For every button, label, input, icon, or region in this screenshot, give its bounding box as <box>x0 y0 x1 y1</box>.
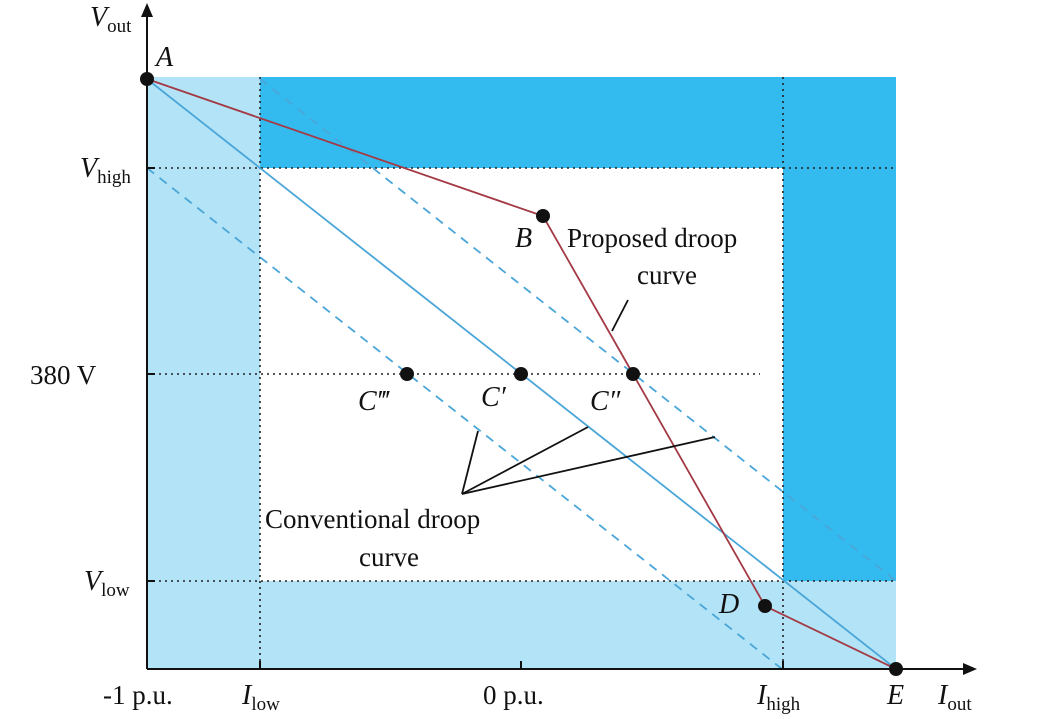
point-c-double-prime-label: C″ <box>590 386 621 417</box>
point-c-prime-label: C′ <box>481 382 507 413</box>
high-voltage-region <box>260 77 896 168</box>
axis-ticks <box>147 167 784 669</box>
curve-points <box>140 72 903 676</box>
x-axis-arrow <box>963 663 977 675</box>
conventional-pointer-1 <box>461 430 479 495</box>
annotation-pointers <box>461 299 716 495</box>
conventional-curve-left-dashed <box>146 167 783 670</box>
axes <box>146 12 968 670</box>
proposed-pointer <box>611 299 629 332</box>
proposed-annotation-line1: Proposed droop <box>567 223 737 253</box>
point-c-triple-prime <box>400 367 414 381</box>
conventional-annotation-line1: Conventional droop <box>265 504 480 534</box>
conventional-pointer-3 <box>461 436 716 495</box>
conventional-annotation-line2: curve <box>359 542 419 572</box>
point-c-prime <box>514 367 528 381</box>
minus-one-pu-label: -1 p.u. <box>103 680 173 710</box>
proposed-annotation-line2: curve <box>637 260 697 290</box>
low-current-region <box>147 77 260 669</box>
i-high-label: Ihigh <box>756 680 801 715</box>
conventional-curve-right-dashed <box>259 78 897 582</box>
point-c-double-prime <box>626 367 640 381</box>
high-current-region <box>783 168 896 581</box>
reference-lines <box>147 77 896 669</box>
point-b <box>536 209 550 223</box>
point-e <box>889 662 903 676</box>
zero-pu-label: 0 p.u. <box>483 680 544 710</box>
point-d <box>758 599 772 613</box>
v-high-label: Vhigh <box>80 153 131 188</box>
y-axis-label: Vout <box>90 2 132 37</box>
point-b-label: B <box>515 223 532 254</box>
point-a-label: A <box>154 42 174 73</box>
x-axis-label: Iout <box>937 680 972 715</box>
y-axis-arrow <box>141 3 153 17</box>
point-d-label: D <box>718 589 739 620</box>
v-nom-label: 380 V <box>30 360 97 390</box>
point-e-label: E <box>886 680 904 711</box>
point-c-triple-prime-label: C‴ <box>358 386 391 417</box>
i-low-label: Ilow <box>241 680 280 715</box>
conventional-pointer-2 <box>461 426 589 495</box>
v-low-label: Vlow <box>84 566 130 601</box>
point-a <box>140 72 154 86</box>
low-voltage-region <box>147 581 896 669</box>
